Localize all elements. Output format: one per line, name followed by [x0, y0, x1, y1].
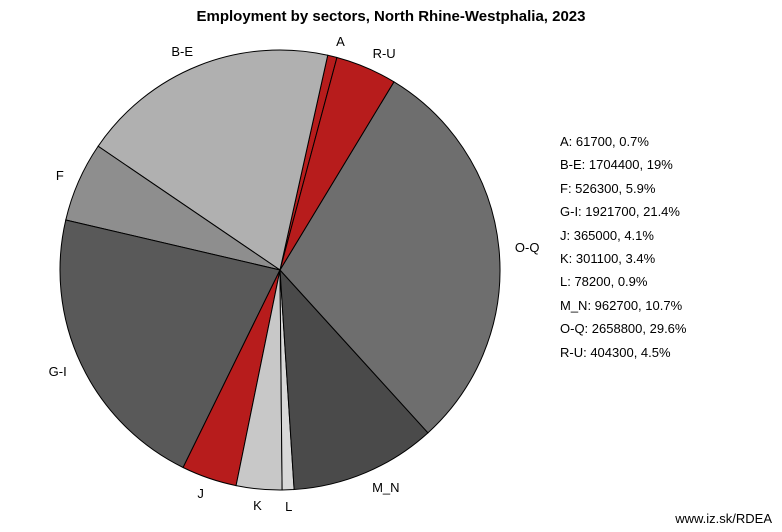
slice-label: R-U: [373, 46, 396, 61]
slice-label: O-Q: [515, 240, 540, 255]
legend-item: J: 365000, 4.1%: [560, 224, 770, 247]
slice-label: J: [164, 486, 204, 501]
legend-item: K: 301100, 3.4%: [560, 247, 770, 270]
slice-label: A: [336, 34, 345, 49]
slice-label: M_N: [372, 480, 399, 495]
legend-item: M_N: 962700, 10.7%: [560, 294, 770, 317]
legend: A: 61700, 0.7%B-E: 1704400, 19%F: 526300…: [560, 130, 770, 364]
slice-label: L: [269, 499, 309, 514]
source-link[interactable]: www.iz.sk/RDEA: [675, 511, 772, 526]
pie-chart: [30, 30, 530, 510]
slice-label: F: [24, 168, 64, 183]
legend-item: B-E: 1704400, 19%: [560, 153, 770, 176]
legend-item: O-Q: 2658800, 29.6%: [560, 317, 770, 340]
slice-label: B-E: [153, 44, 193, 59]
chart-title: Employment by sectors, North Rhine-Westp…: [0, 8, 782, 25]
legend-item: R-U: 404300, 4.5%: [560, 341, 770, 364]
legend-item: A: 61700, 0.7%: [560, 130, 770, 153]
legend-item: L: 78200, 0.9%: [560, 270, 770, 293]
legend-item: F: 526300, 5.9%: [560, 177, 770, 200]
legend-item: G-I: 1921700, 21.4%: [560, 200, 770, 223]
slice-label: G-I: [27, 364, 67, 379]
